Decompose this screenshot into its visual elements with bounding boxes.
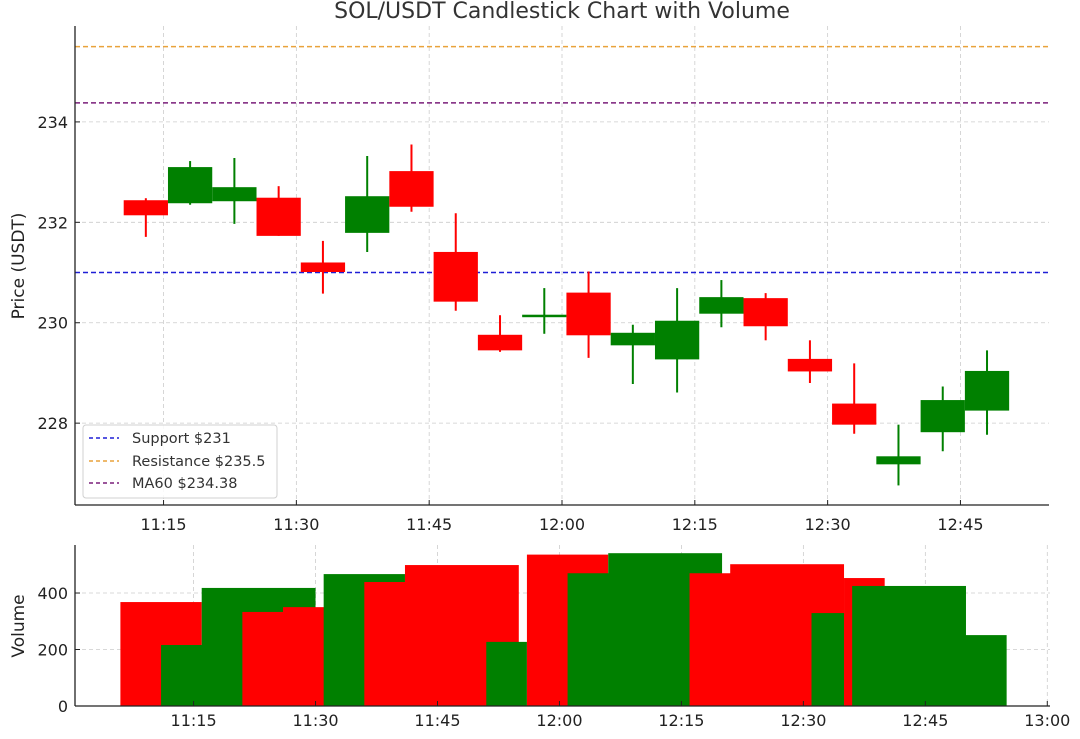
candle bbox=[389, 144, 434, 212]
candle bbox=[566, 271, 611, 358]
candle bbox=[167, 161, 213, 205]
x-tick-label: 13:00 bbox=[1024, 711, 1070, 730]
price-y-label: Price (USDT) bbox=[9, 213, 29, 320]
candle-body bbox=[167, 167, 213, 204]
x-tick-label: 12:30 bbox=[780, 711, 826, 730]
y-tick-label: 228 bbox=[37, 414, 68, 433]
candle-body bbox=[743, 298, 788, 327]
candles bbox=[123, 144, 1010, 486]
price-axes: 11:15 11:30 11:45 12:00 12:15 12:30 12:45 228 23… bbox=[37, 26, 1049, 534]
candle-body bbox=[699, 297, 744, 314]
candle bbox=[832, 363, 877, 434]
candle-body bbox=[477, 334, 523, 351]
x-tick-label: 12:45 bbox=[902, 711, 948, 730]
candle bbox=[699, 280, 744, 328]
x-tick-label: 12:45 bbox=[937, 515, 983, 534]
candle-body bbox=[920, 400, 965, 433]
legend: Support $231 Resistance $235.5 MA60 $234… bbox=[82, 424, 278, 499]
candle bbox=[654, 288, 700, 393]
candle bbox=[964, 350, 1010, 435]
candle-body bbox=[654, 320, 700, 360]
x-tick-label: 11:15 bbox=[140, 515, 186, 534]
candle bbox=[522, 288, 567, 334]
legend-label-support: Support $231 bbox=[132, 431, 231, 447]
y-tick-label: 230 bbox=[37, 314, 68, 333]
candle-body bbox=[964, 370, 1010, 411]
candle-body bbox=[832, 403, 877, 425]
candle bbox=[787, 340, 833, 383]
x-tick-label: 11:15 bbox=[171, 711, 217, 730]
candle bbox=[920, 386, 965, 452]
candle-body bbox=[566, 292, 611, 336]
candle-body bbox=[610, 332, 655, 346]
chart-title: SOL/USDT Candlestick Chart with Volume bbox=[334, 0, 790, 24]
candle-body bbox=[522, 314, 567, 318]
y-tick-label: 400 bbox=[37, 584, 68, 603]
x-tick-label: 12:00 bbox=[539, 515, 585, 534]
volume-bar bbox=[486, 641, 527, 706]
candle bbox=[433, 213, 478, 311]
x-tick-label: 11:45 bbox=[414, 711, 460, 730]
candle bbox=[345, 156, 390, 252]
x-tick-label: 11:45 bbox=[406, 515, 452, 534]
candle-body bbox=[123, 200, 168, 216]
candle-body bbox=[389, 171, 434, 207]
candle bbox=[743, 293, 788, 341]
reference-lines bbox=[75, 45, 1049, 274]
candle-body bbox=[212, 187, 257, 202]
volume-y-label: Volume bbox=[9, 594, 29, 657]
candle-body bbox=[345, 196, 390, 233]
candle-body bbox=[256, 197, 301, 236]
x-tick-label: 12:30 bbox=[805, 515, 851, 534]
legend-label-ma60: MA60 $234.38 bbox=[132, 476, 237, 492]
candle-body bbox=[876, 456, 921, 465]
volume-bar bbox=[852, 585, 966, 706]
y-tick-label: 232 bbox=[37, 213, 68, 232]
candle-body bbox=[300, 262, 346, 273]
y-tick-label: 200 bbox=[37, 641, 68, 660]
x-tick-label: 12:15 bbox=[672, 515, 718, 534]
candle bbox=[300, 240, 346, 294]
volume-axes: 11:15 11:30 11:45 12:00 12:15 12:30 12:45 13:00… bbox=[37, 545, 1070, 730]
candle bbox=[256, 186, 301, 236]
volume-bars bbox=[120, 553, 1007, 706]
y-tick-label: 234 bbox=[37, 113, 68, 132]
candle bbox=[477, 315, 523, 352]
x-tick-label: 11:30 bbox=[273, 515, 319, 534]
y-tick-label: 0 bbox=[58, 697, 68, 716]
candle bbox=[212, 158, 257, 224]
candle bbox=[123, 198, 168, 237]
candle-body bbox=[787, 358, 833, 372]
x-tick-label: 11:30 bbox=[292, 711, 338, 730]
legend-box bbox=[82, 424, 278, 499]
candle bbox=[610, 324, 655, 384]
price-grid bbox=[75, 26, 1049, 505]
candle bbox=[876, 424, 921, 486]
x-tick-label: 12:15 bbox=[658, 711, 704, 730]
x-tick-label: 12:00 bbox=[536, 711, 582, 730]
candle-body bbox=[433, 251, 478, 302]
legend-label-resistance: Resistance $235.5 bbox=[132, 454, 265, 470]
